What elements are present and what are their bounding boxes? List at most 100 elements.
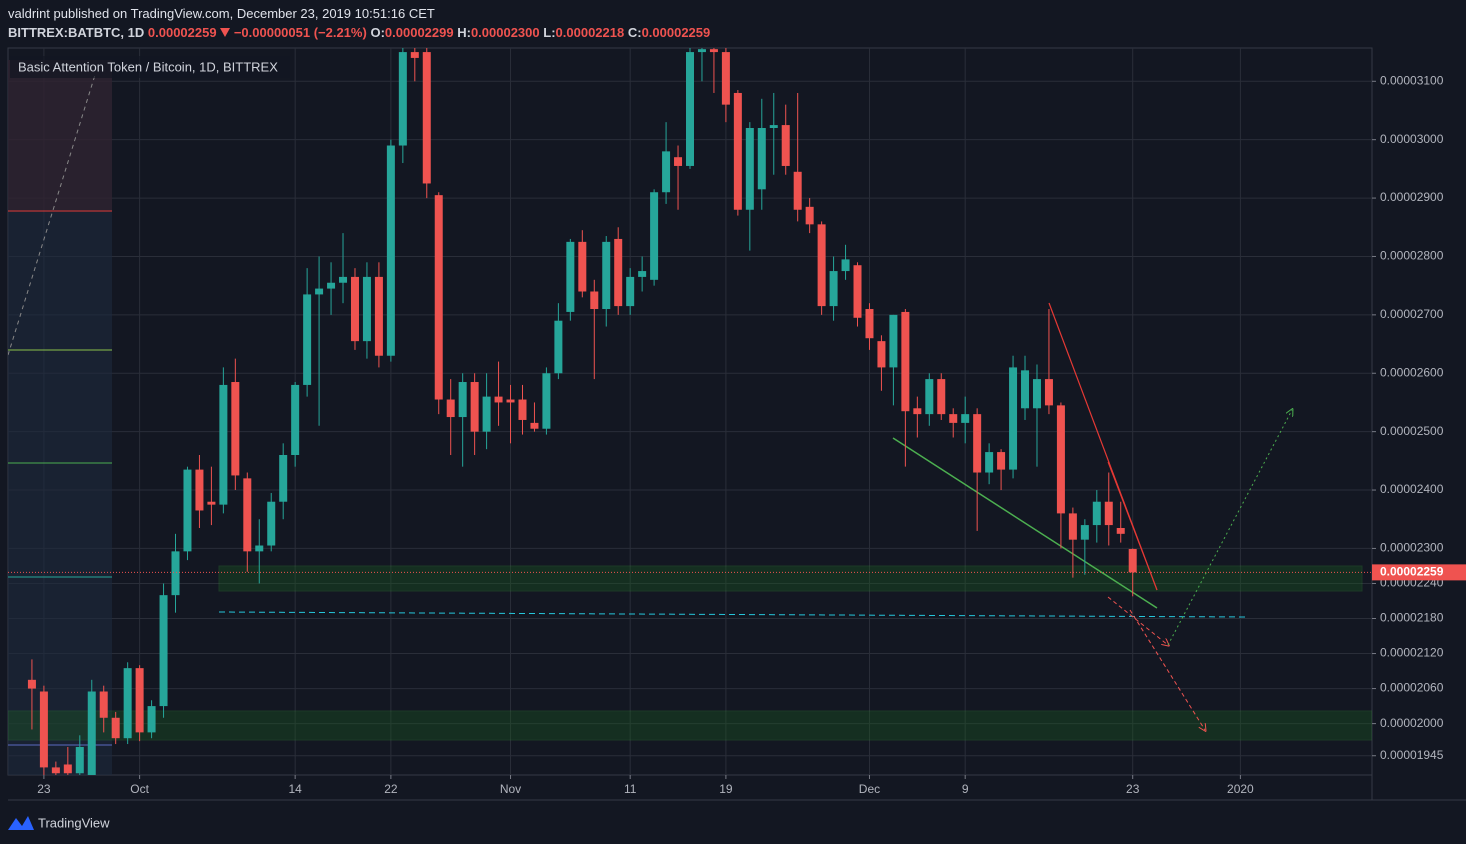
candle-body [1056, 405, 1065, 514]
x-tick-label: 14 [288, 782, 302, 796]
o-label: O: [370, 25, 385, 40]
candle-body [709, 49, 718, 53]
candle-body [721, 52, 730, 105]
trend-dashed [8, 74, 96, 356]
candle-body [530, 422, 539, 429]
candle-body [279, 455, 288, 502]
down-arrow [220, 28, 231, 37]
candle-body [147, 706, 156, 733]
candle-body [303, 294, 312, 385]
candle-body [207, 501, 216, 505]
candle-body [1080, 525, 1089, 540]
last: 0.00002259 [147, 25, 217, 40]
candle-body [542, 373, 551, 429]
candle-body [518, 399, 527, 420]
x-tick-label: Nov [500, 782, 521, 796]
candle-body [339, 276, 348, 283]
brand-name: TradingView [38, 815, 110, 830]
candle-body [793, 171, 802, 210]
candle-body [195, 469, 204, 511]
y-tick-label: 0.00002500 [1380, 424, 1444, 438]
candle-body [913, 408, 922, 415]
candle-body [27, 679, 36, 689]
candle-body [219, 384, 228, 505]
candle-body [829, 271, 838, 307]
candle-body [267, 501, 276, 546]
symbol: BITTREX:BATBTC, 1D [8, 25, 145, 40]
candle-body [243, 478, 252, 552]
x-tick-label: 2020 [1227, 782, 1254, 796]
candle-body [183, 469, 192, 552]
candle-body [434, 195, 443, 400]
y-tick-label: 0.00002060 [1380, 681, 1444, 695]
candle-body [697, 49, 706, 53]
l: 0.00002218 [555, 25, 625, 40]
candle-body [171, 551, 180, 596]
candle-body [422, 52, 431, 184]
candle-body [1044, 379, 1053, 406]
candle-body [662, 151, 671, 193]
candle-body [961, 414, 970, 423]
candle-body [817, 224, 826, 307]
y-tick-label: 0.00002700 [1380, 307, 1444, 321]
candle-body [590, 291, 599, 310]
candle-body [614, 238, 623, 307]
candle-body [39, 691, 48, 768]
candle-body [87, 691, 96, 775]
candle-body [291, 384, 300, 456]
candle-body [231, 382, 240, 476]
candle-body [674, 157, 683, 166]
c-label: C: [627, 25, 642, 40]
candle-body [159, 595, 168, 707]
projection [1107, 596, 1168, 645]
legend-bg [10, 56, 290, 78]
x-tick-label: 19 [719, 782, 733, 796]
candle-body [937, 379, 946, 415]
publisher-line: valdrint published on TradingView.com, D… [8, 6, 435, 21]
candle-body [135, 668, 144, 733]
candle-body [1116, 527, 1125, 534]
candle-body [638, 271, 647, 277]
candle-body [877, 341, 886, 368]
candle-body [75, 746, 84, 774]
candle-body [1021, 370, 1030, 409]
y-tick-label: 0.00002900 [1380, 190, 1444, 204]
candle-body [650, 192, 659, 280]
last-price-box [1372, 564, 1466, 581]
x-tick-label: 22 [384, 782, 398, 796]
support-trendline [892, 437, 1158, 609]
support-zone [8, 710, 1372, 741]
y-tick-label: 0.00003100 [1380, 73, 1444, 87]
resistance-line [1107, 461, 1158, 591]
candle-body [805, 206, 814, 225]
candle-body [446, 399, 455, 418]
x-tick-label: 11 [624, 782, 637, 796]
dashed-level [218, 611, 1249, 618]
candle-body [410, 52, 419, 58]
chart-title: Basic Attention Token / Bitcoin, 1D, BIT… [18, 59, 278, 74]
candle-body [494, 396, 503, 403]
y-tick-label: 0.00002400 [1380, 482, 1444, 496]
x-tick-label: Dec [859, 782, 880, 796]
brand: TradingView [8, 815, 110, 830]
change: −0.00000051 (−2.21%) [233, 25, 367, 40]
y-tick-label: 0.00002600 [1380, 365, 1444, 379]
y-tick-label: 0.00003000 [1380, 132, 1444, 146]
c: 0.00002259 [641, 25, 711, 40]
candle-body [889, 314, 898, 368]
candle-body [733, 92, 742, 210]
candle-body [350, 276, 359, 342]
candle-body [1032, 379, 1041, 409]
h: 0.00002300 [470, 25, 540, 40]
candle-body [853, 265, 862, 318]
candle-body [482, 396, 491, 432]
candle-body [398, 52, 407, 146]
candle-body [374, 276, 383, 356]
candle-body [686, 52, 694, 166]
x-tick-label: 23 [1126, 782, 1140, 796]
last-price-label: 0.00002259 [1380, 565, 1444, 579]
candle-body [51, 767, 60, 774]
candle-body [327, 282, 336, 289]
